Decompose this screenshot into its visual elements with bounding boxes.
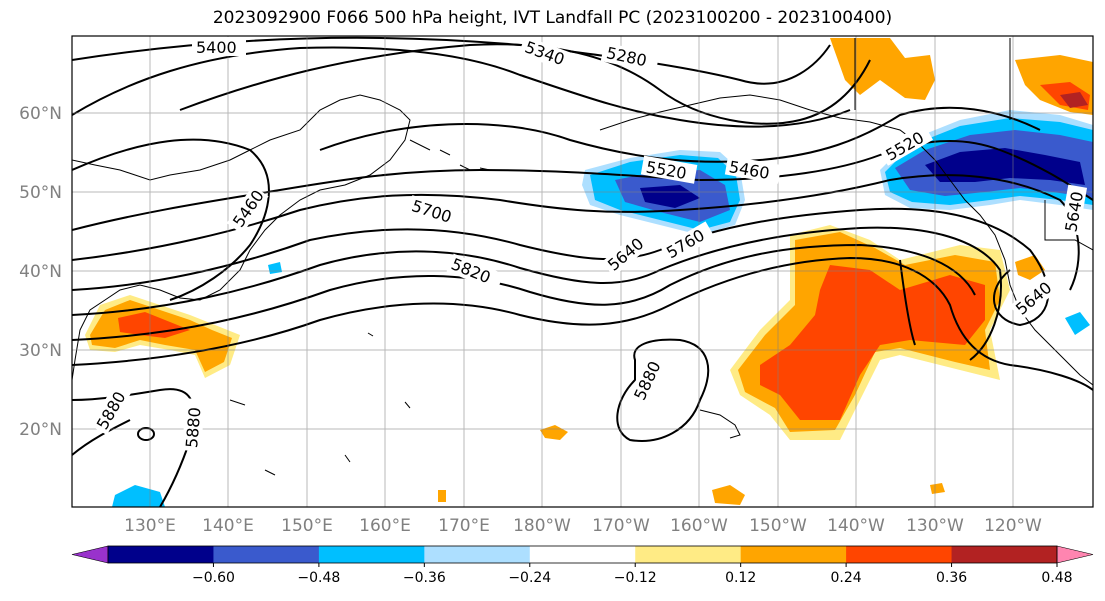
contour-5760 xyxy=(72,243,976,341)
colorbar-tick-label: −0.36 xyxy=(403,570,446,586)
lon-label-150e: 150°E xyxy=(281,516,333,536)
lat-label-60n: 60°N xyxy=(19,104,62,124)
ivt-blob-ne-pacific-red xyxy=(760,265,985,420)
gridlines xyxy=(72,36,1093,507)
asia-coastline xyxy=(72,94,411,381)
contour-label-5880-south: 5880 xyxy=(182,406,204,448)
colorbar-ticks: −0.60 −0.48 −0.36 −0.24 −0.12 0.12 0.24 0.36 0.4… xyxy=(192,563,1073,586)
longitude-labels: 130°E 140°E 150°E 160°E 170°E 180°W 170°… xyxy=(124,516,1042,536)
colorbar-tick-label: −0.60 xyxy=(192,570,235,586)
colorbar-segment xyxy=(424,546,531,563)
lat-label-20n: 20°N xyxy=(19,420,62,440)
colorbar-tick-label: 0.12 xyxy=(725,570,756,586)
colorbar-tick-label: −0.12 xyxy=(614,570,657,586)
contour-5340 xyxy=(179,43,871,125)
colorbar-outline xyxy=(107,545,1058,564)
colorbar-extend-high xyxy=(1056,545,1094,564)
colorbar-segment xyxy=(529,546,636,563)
lon-label-130w: 130°W xyxy=(906,516,964,536)
colorbar-tick-label: 0.24 xyxy=(831,570,862,586)
map-border xyxy=(71,35,1094,508)
contour-5880-closed xyxy=(616,338,710,442)
lat-label-30n: 30°N xyxy=(19,341,62,361)
lon-label-120w: 120°W xyxy=(984,516,1042,536)
ivt-positive-shading xyxy=(85,38,1093,505)
colorbar-tick-label: 0.48 xyxy=(1041,570,1072,586)
contour-label-5400: 5400 xyxy=(196,38,237,57)
colorbar-segment xyxy=(108,546,214,563)
coastlines xyxy=(72,38,1093,476)
lon-label-160e: 160°E xyxy=(359,516,411,536)
lon-label-170e: 170°E xyxy=(438,516,490,536)
lon-label-140e: 140°E xyxy=(202,516,254,536)
lat-label-50n: 50°N xyxy=(19,183,62,203)
lon-label-160w: 160°W xyxy=(670,516,728,536)
north-america-interior xyxy=(854,38,1093,251)
colorbar-extend-low xyxy=(71,545,109,564)
colorbar-segment xyxy=(635,546,742,563)
colorbar-segment xyxy=(213,546,320,563)
contour-5400 xyxy=(72,46,851,128)
lon-label-150w: 150°W xyxy=(749,516,807,536)
colorbar-tick-label: 0.36 xyxy=(936,570,967,586)
contour-5700 xyxy=(72,226,1002,361)
contour-5880-east xyxy=(899,259,916,346)
lon-label-180w: 180°W xyxy=(513,516,571,536)
contour-5580 xyxy=(72,174,1080,291)
colorbar-tick-label: −0.48 xyxy=(297,570,340,586)
lat-label-40n: 40°N xyxy=(19,262,62,282)
latitude-labels: 60°N 50°N 40°N 30°N 20°N xyxy=(19,104,62,440)
colorbar-segment xyxy=(846,546,953,563)
colorbar-segments xyxy=(71,545,1094,564)
lon-label-140w: 140°W xyxy=(827,516,885,536)
contour-5520 xyxy=(72,139,1093,231)
colorbar-segment xyxy=(951,546,1058,563)
lon-label-130e: 130°E xyxy=(124,516,176,536)
figure-title: 2023092900 F066 500 hPa height, IVT Land… xyxy=(212,8,893,28)
colorbar-segment xyxy=(318,546,425,563)
colorbar: −0.60 −0.48 −0.36 −0.24 −0.12 0.12 0.24 0.36 0.4… xyxy=(71,545,1094,586)
colorbar-tick-label: −0.24 xyxy=(508,570,551,586)
colorbar-segment xyxy=(740,546,847,563)
contour-5460-west xyxy=(72,138,270,301)
contour-5880-west2 xyxy=(72,419,131,456)
lon-label-170w: 170°W xyxy=(592,516,650,536)
